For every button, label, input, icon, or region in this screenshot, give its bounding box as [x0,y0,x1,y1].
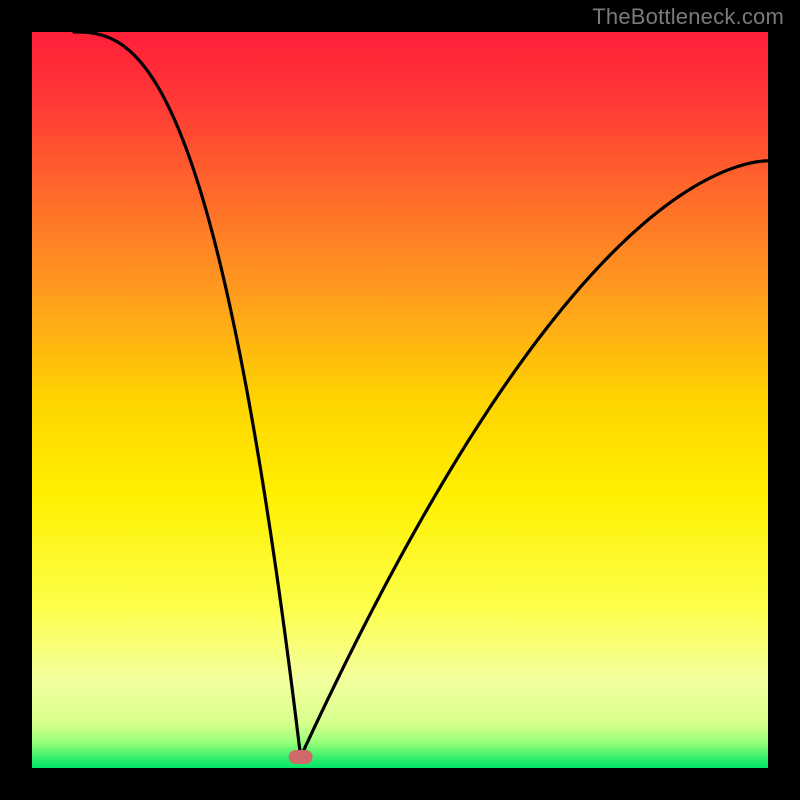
optimal-point-marker [289,750,313,764]
plot-area [32,32,768,768]
bottleneck-chart-svg [0,0,800,800]
chart-canvas: TheBottleneck.com [0,0,800,800]
